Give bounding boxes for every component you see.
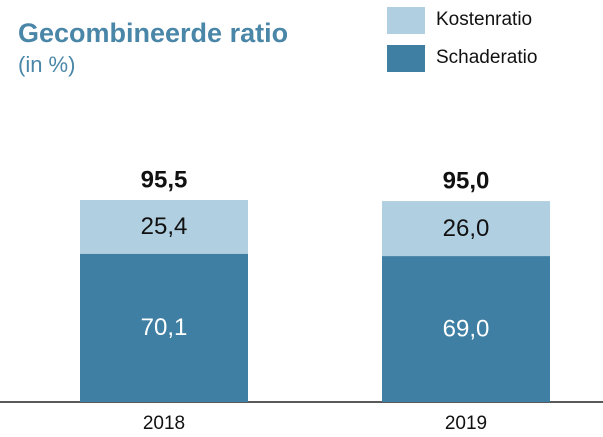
value-label: 70,1	[141, 314, 188, 341]
legend-swatch	[387, 7, 425, 34]
legend-label: Schaderatio	[436, 47, 537, 68]
total-label: 95,0	[443, 167, 490, 194]
bar-segment	[80, 253, 248, 402]
value-label: 69,0	[443, 315, 490, 342]
value-label: 26,0	[443, 215, 490, 242]
legend-label: Kostenratio	[436, 9, 532, 30]
bar-segment	[382, 201, 550, 257]
x-tick-label: 2018	[143, 413, 185, 434]
bar-segment	[80, 200, 248, 254]
x-tick-label: 2019	[445, 413, 487, 434]
total-label: 95,5	[141, 166, 188, 193]
legend-swatch	[387, 45, 425, 72]
chart-title: Gecombineerde ratio	[18, 18, 288, 48]
value-label: 25,4	[141, 213, 188, 240]
bar-segment	[382, 256, 550, 402]
chart-subtitle: (in %)	[18, 52, 75, 77]
